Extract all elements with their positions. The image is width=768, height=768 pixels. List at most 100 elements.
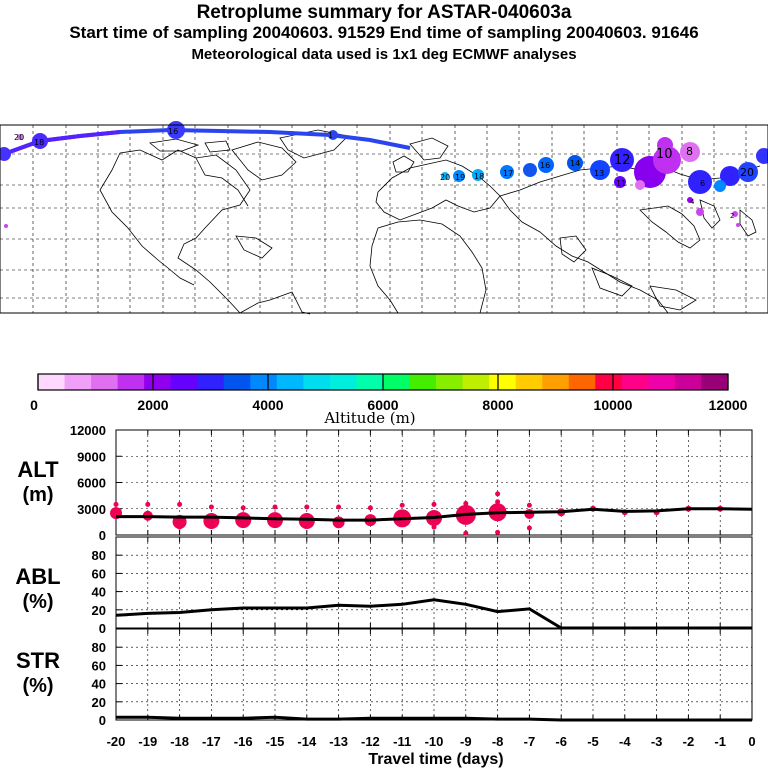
abl-panel: 80 60 40 20 0 ABL (%) xyxy=(15,536,753,636)
track-marker xyxy=(0,147,11,161)
altitude-line xyxy=(116,507,753,522)
x-tick-label: -9 xyxy=(460,734,472,749)
x-tick-label: -7 xyxy=(524,734,536,749)
track-marker xyxy=(714,180,726,192)
x-tick-label: -8 xyxy=(492,734,504,749)
colorbar-cell xyxy=(303,374,331,390)
colorbar-cell xyxy=(117,374,145,390)
map-frame xyxy=(0,124,768,314)
x-tick-label: -2 xyxy=(683,734,695,749)
altitude-colorbar: 0 2000 4000 6000 8000 10000 12000 Altitude (m) xyxy=(30,373,748,427)
cluster-outlier xyxy=(526,525,532,531)
x-tick-label: -18 xyxy=(170,734,189,749)
track-label: 17 xyxy=(503,169,513,178)
track-marker xyxy=(688,170,712,194)
cluster-outlier xyxy=(526,502,532,508)
track-label: 16 xyxy=(540,161,550,170)
y-tick-label: 40 xyxy=(92,677,106,692)
altitude-yunit: (m) xyxy=(22,484,53,506)
colorbar-cell xyxy=(436,374,464,390)
str-line xyxy=(116,715,752,722)
track-marker xyxy=(4,224,8,228)
colorbar-cell xyxy=(542,374,570,390)
track-marker xyxy=(738,162,758,182)
colorbar-cell xyxy=(144,374,172,390)
altitude-yticks: 12000 9000 6000 3000 0 xyxy=(70,423,106,543)
colorbar-cell xyxy=(223,374,251,390)
track-marker xyxy=(756,148,768,164)
colorbar-cell xyxy=(356,374,384,390)
track-label: 12 xyxy=(614,153,631,168)
track-label: 20 xyxy=(740,166,754,179)
colorbar-tick-label: 4000 xyxy=(252,397,283,413)
met-data-note: Meteorological data used is 1x1 deg ECMW… xyxy=(191,46,577,63)
track-marker xyxy=(328,130,338,140)
abl-ylabel: ABL xyxy=(15,564,60,589)
cluster-outlier xyxy=(304,504,310,510)
colorbar-cell xyxy=(701,374,729,390)
str-ylabel: STR xyxy=(16,648,60,673)
x-tick-label: -15 xyxy=(266,734,285,749)
track-marker xyxy=(453,170,465,182)
track-marker xyxy=(441,172,449,180)
y-tick-label: 12000 xyxy=(70,423,106,438)
cluster-outlier xyxy=(463,530,469,536)
cluster-outlier xyxy=(463,501,469,506)
track-label: 19 xyxy=(455,173,465,182)
x-tick-label: -20 xyxy=(107,734,126,749)
y-tick-label: 6000 xyxy=(77,476,106,491)
cluster-outlier xyxy=(431,524,437,530)
str-yticks: 80 60 40 20 0 xyxy=(92,640,106,728)
cluster-point xyxy=(235,512,252,529)
cluster-outlier xyxy=(399,502,405,508)
colorbar-cell xyxy=(276,374,304,390)
sampling-times: Start time of sampling 20040603. 91529 E… xyxy=(69,23,699,42)
cluster-outlier xyxy=(240,505,246,511)
x-tick-label: 0 xyxy=(748,734,755,749)
altitude-clusters xyxy=(110,491,724,536)
y-tick-label: 20 xyxy=(92,695,106,710)
track-label: 1 xyxy=(328,131,333,140)
track-marker xyxy=(17,134,23,140)
y-tick-label: 20 xyxy=(92,603,106,618)
track-label: 18 xyxy=(474,172,484,181)
x-tick-label: -16 xyxy=(234,734,253,749)
track-marker xyxy=(538,157,554,173)
colorbar-cell xyxy=(197,374,225,390)
plume-track: 20 18 16 1 20 19 18 17 16 14 13 12 11 10… xyxy=(0,121,768,228)
colorbar-tick-label: 8000 xyxy=(482,397,513,413)
colorbar-cell xyxy=(462,374,490,390)
track-marker xyxy=(687,197,693,203)
y-tick-label: 9000 xyxy=(77,449,106,464)
y-tick-label: 40 xyxy=(92,585,106,600)
track-marker xyxy=(500,165,514,179)
abl-line xyxy=(115,598,752,630)
x-tick-label: -6 xyxy=(555,734,567,749)
cluster-outlier xyxy=(367,505,373,511)
track-marker xyxy=(614,176,626,188)
track-label: 18 xyxy=(34,138,44,147)
y-tick-label: 0 xyxy=(99,713,106,728)
colorbar-tick-label: 6000 xyxy=(367,397,398,413)
x-tick-label: -5 xyxy=(587,734,599,749)
x-tick-label: -10 xyxy=(425,734,444,749)
track-label: 13 xyxy=(594,169,604,178)
track-label: 2 xyxy=(730,212,734,220)
track-label: 16 xyxy=(168,127,178,136)
x-tick-label: -17 xyxy=(202,734,221,749)
colorbar-cell xyxy=(91,374,119,390)
colorbar-cell xyxy=(674,374,702,390)
track-marker xyxy=(567,155,583,171)
y-tick-label: 0 xyxy=(99,528,106,543)
altitude-ylabel: ALT xyxy=(17,457,59,482)
track-marker xyxy=(736,223,740,227)
track-marker xyxy=(732,211,738,217)
track-label: 4 xyxy=(690,198,695,206)
colorbar-tick-label: 0 xyxy=(30,397,38,413)
cluster-point xyxy=(332,516,345,529)
y-tick-label: 60 xyxy=(92,566,106,581)
chart-title: Retroplume summary for ASTAR-040603a xyxy=(196,2,572,23)
x-tick-label: -19 xyxy=(138,734,157,749)
x-axis: -20 -19 -18 -17 -16 -15 -14 -13 -12 -11 -10 -9 -8 -7-… xyxy=(107,734,756,749)
